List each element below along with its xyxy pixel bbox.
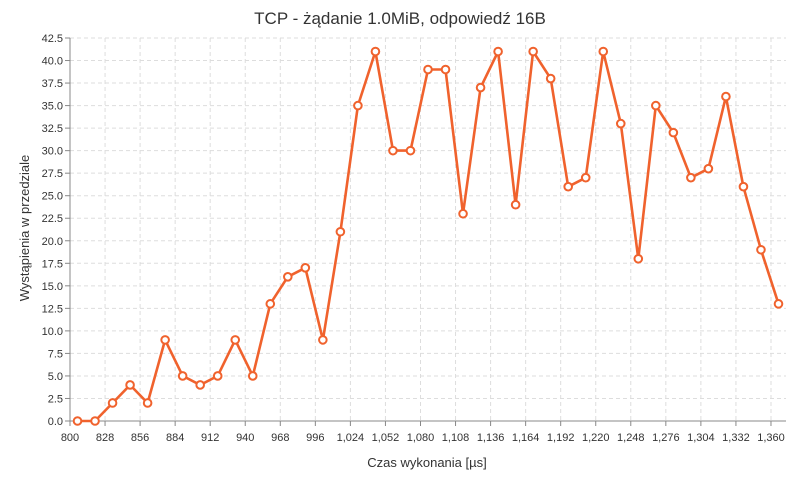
data-point	[440, 64, 451, 75]
y-tick-label: 27.5	[42, 168, 63, 180]
data-point	[686, 172, 696, 183]
x-axis: 800 828 856 884 912 940 968 996 1,024 1,052 1,080 1…	[61, 420, 786, 444]
data-point	[721, 91, 731, 102]
y-tick-label: 22.5	[42, 213, 63, 225]
x-tick-label: 968	[271, 432, 289, 444]
y-tick-label: 2.5	[48, 393, 63, 405]
x-tick-label: 1,276	[652, 432, 680, 444]
x-tick-label: 1,024	[337, 432, 365, 444]
x-tick-label: 828	[96, 432, 114, 444]
data-point	[142, 398, 153, 408]
x-tick-label: 1,192	[547, 432, 575, 444]
y-tick-label: 5.0	[48, 371, 63, 383]
y-tick-label: 30.0	[42, 146, 63, 158]
x-tick-label: 1,052	[372, 432, 400, 444]
series-line	[77, 50, 780, 423]
x-tick-label: 1,136	[477, 432, 505, 444]
x-tick-label: 1,360	[757, 432, 785, 444]
y-tick-label: 0.0	[48, 416, 63, 428]
data-point	[563, 181, 573, 192]
data-point	[580, 172, 591, 183]
data-point	[160, 335, 170, 345]
x-tick-label: 996	[306, 432, 324, 444]
data-point	[177, 371, 188, 381]
data-point	[212, 371, 223, 381]
data-point	[756, 244, 766, 255]
y-tick-label: 15.0	[42, 281, 63, 293]
data-point	[651, 100, 661, 111]
data-point	[370, 46, 381, 57]
data-point	[475, 82, 486, 93]
data-point	[423, 64, 433, 75]
data-point	[528, 46, 538, 57]
data-point	[283, 272, 293, 282]
y-tick-label: 12.5	[42, 303, 63, 315]
data-point	[195, 380, 205, 390]
data-point	[545, 73, 556, 84]
x-tick-label: 800	[61, 432, 79, 444]
y-tick-label: 32.5	[42, 123, 63, 135]
x-tick-label: 1,220	[582, 432, 610, 444]
data-point	[388, 145, 398, 156]
y-tick-label: 20.0	[42, 236, 63, 248]
series-group	[72, 46, 784, 426]
data-point	[738, 181, 749, 192]
y-tick-label: 42.5	[42, 33, 63, 45]
data-point	[353, 100, 363, 111]
x-tick-label: 1,248	[617, 432, 645, 444]
data-point	[265, 299, 276, 309]
x-tick-label: 912	[201, 432, 219, 444]
chart-title: TCP - żądanie 1.0MiB, odpowiedź 16B	[254, 9, 546, 28]
y-tick-label: 40.0	[42, 56, 63, 68]
data-point	[615, 118, 626, 129]
y-tick-label: 10.0	[42, 326, 63, 338]
data-point	[598, 46, 609, 57]
y-axis-label: Wystąpienia w przedziale	[17, 155, 32, 302]
data-point	[107, 398, 118, 408]
x-tick-label: 1,080	[407, 432, 435, 444]
data-point	[125, 380, 135, 390]
data-point	[247, 371, 258, 381]
x-tick-label: 1,332	[722, 432, 750, 444]
y-tick-label: 35.0	[42, 101, 63, 113]
data-point	[703, 163, 714, 174]
y-tick-label: 7.5	[48, 348, 63, 360]
x-tick-label: 1,108	[442, 432, 470, 444]
y-tick-label: 37.5	[42, 78, 63, 90]
data-point	[405, 145, 416, 156]
data-point	[510, 199, 521, 210]
x-tick-label: 856	[131, 432, 149, 444]
data-point	[90, 416, 100, 426]
data-point	[300, 263, 311, 273]
data-point	[230, 335, 241, 345]
data-point	[458, 208, 468, 219]
data-point	[318, 335, 328, 345]
data-point	[493, 46, 503, 57]
data-point	[773, 299, 784, 309]
x-tick-label: 940	[236, 432, 254, 444]
data-point	[633, 253, 644, 264]
y-tick-label: 17.5	[42, 258, 63, 270]
data-point	[72, 416, 83, 426]
data-point	[335, 226, 346, 237]
x-tick-label: 884	[166, 432, 184, 444]
x-tick-label: 1,304	[687, 432, 715, 444]
grid-lines	[70, 37, 786, 421]
x-axis-label: Czas wykonania [µs]	[367, 455, 486, 470]
y-tick-label: 25.0	[42, 191, 63, 203]
data-point	[668, 127, 679, 138]
x-tick-label: 1,164	[512, 432, 540, 444]
y-axis: 0.0 2.5 5.0 7.5 10.0 12.5 15.0 17.5 20.0 22.5 25.0…	[42, 33, 71, 428]
